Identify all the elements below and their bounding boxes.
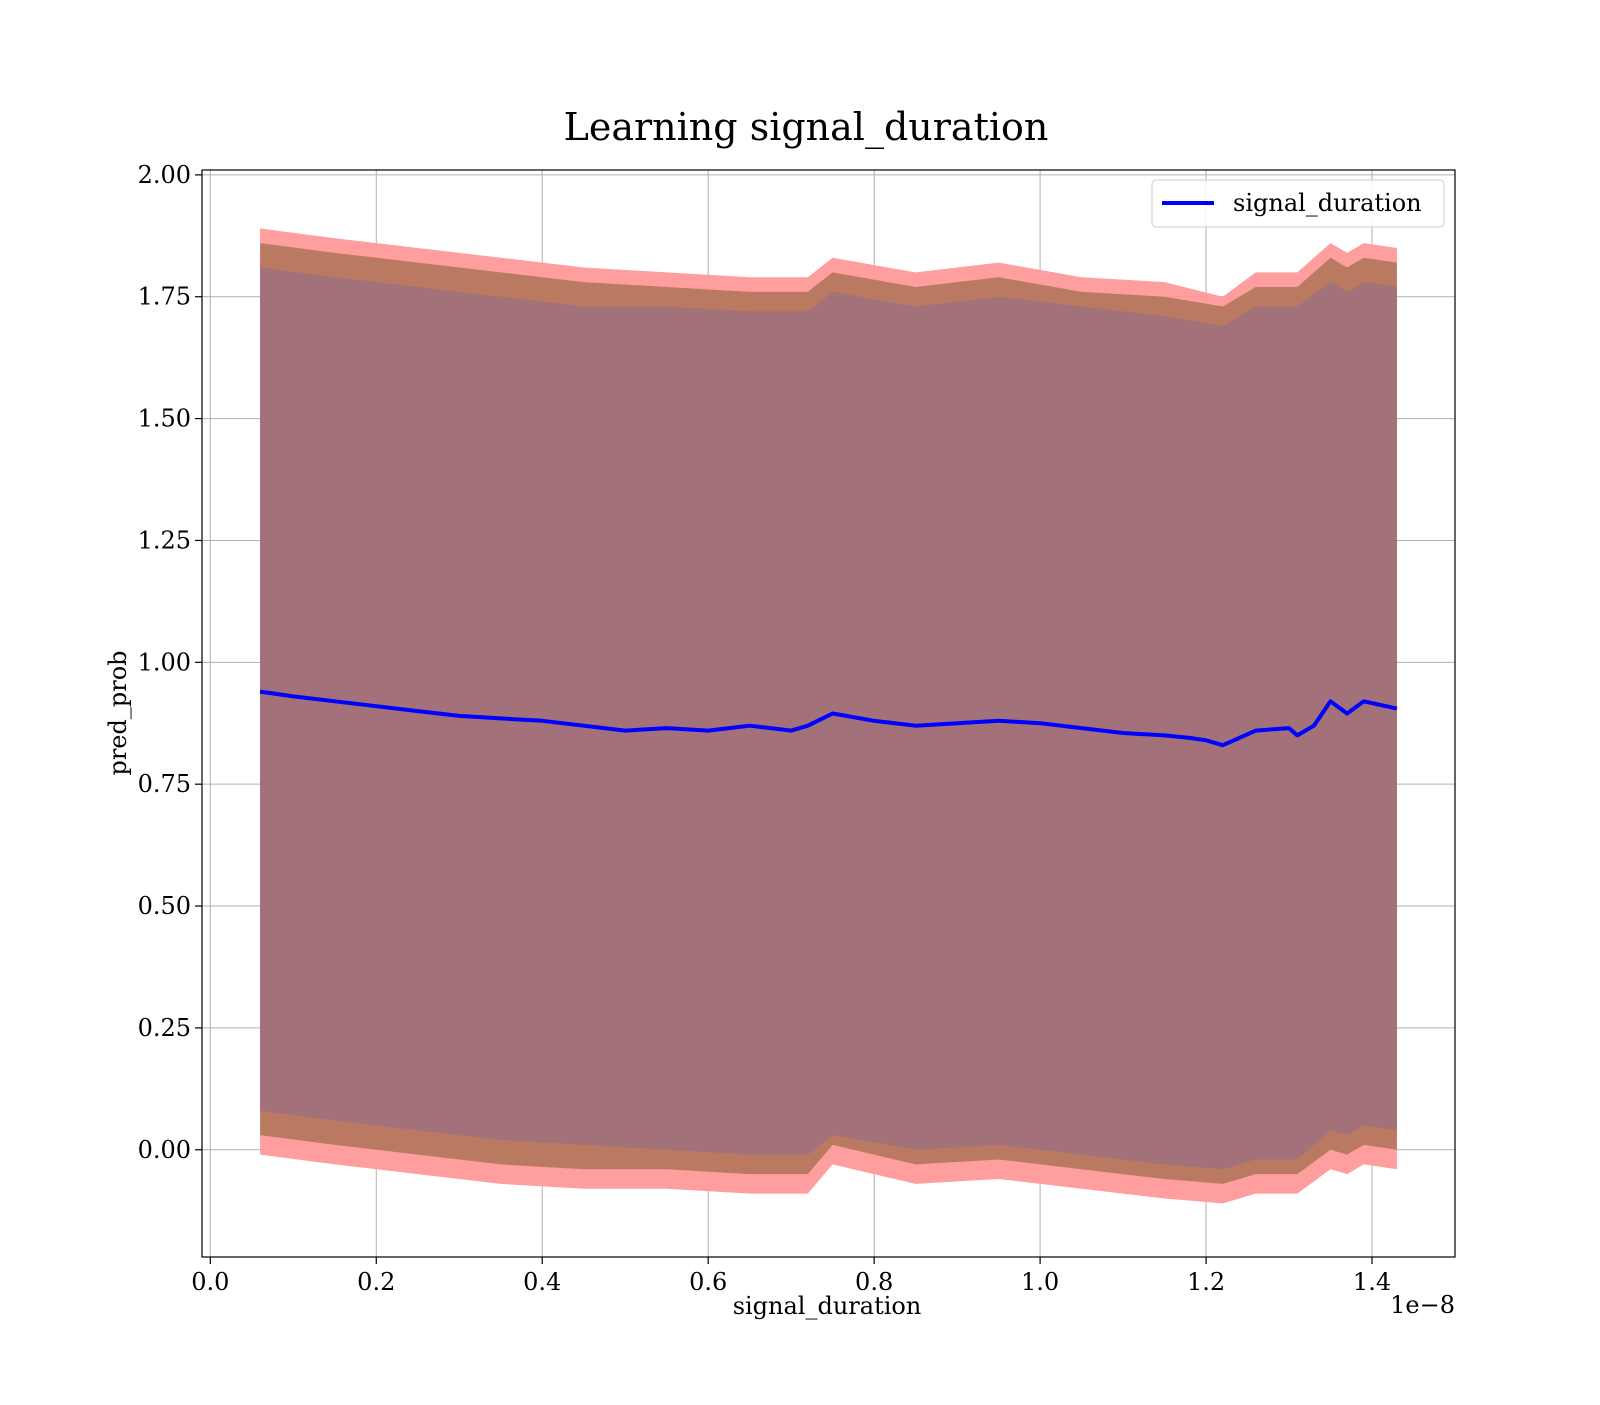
series-lines: [259, 689, 1398, 748]
chart-title: Learning signal_duration: [564, 105, 1049, 150]
x-tick-label-7: 1.4: [1353, 1268, 1391, 1296]
y-tick-label-3: 0.75: [138, 770, 191, 798]
legend-box: [1151, 179, 1445, 228]
y-tick-label-5: 1.25: [138, 526, 191, 554]
x-tick-label-0: 0.0: [191, 1268, 229, 1296]
x-axis-offset-label: 1e−8: [1390, 1291, 1455, 1319]
x-tick-label-2: 0.4: [523, 1268, 561, 1296]
x-tick-label-4: 0.8: [855, 1268, 893, 1296]
y-tick-label-1: 0.25: [138, 1014, 191, 1042]
x-tick-label-5: 1.0: [1021, 1268, 1059, 1296]
y-axis-label: pred_prob: [104, 650, 132, 775]
plot-frame: [201, 169, 1456, 1258]
legend-entry-label: signal_duration: [1233, 189, 1422, 217]
y-axis-ticks: 0.00 0.25 0.50 0.75 1.00 1.25 1.50 1.75 2.00: [138, 161, 202, 1164]
x-axis-ticks: 0.0 0.2 0.4 0.6 0.8 1.0 1.2 1.4: [191, 1257, 1391, 1296]
y-tick-label-8: 2.00: [138, 161, 191, 189]
y-tick-label-4: 1.00: [138, 648, 191, 676]
y-tick-label-7: 1.75: [138, 283, 191, 311]
x-tick-label-1: 0.2: [357, 1268, 395, 1296]
y-tick-label-2: 0.50: [138, 892, 191, 920]
x-axis-label: signal_duration: [733, 1292, 922, 1320]
x-tick-label-3: 0.6: [689, 1268, 727, 1296]
series-line-0: [259, 689, 1398, 748]
x-tick-label-6: 1.2: [1187, 1268, 1225, 1296]
inner-confidence-band: [260, 267, 1397, 1170]
y-tick-label-6: 1.50: [138, 405, 191, 433]
y-tick-label-0: 0.00: [138, 1136, 191, 1164]
legend: signal_duration: [1151, 179, 1445, 228]
